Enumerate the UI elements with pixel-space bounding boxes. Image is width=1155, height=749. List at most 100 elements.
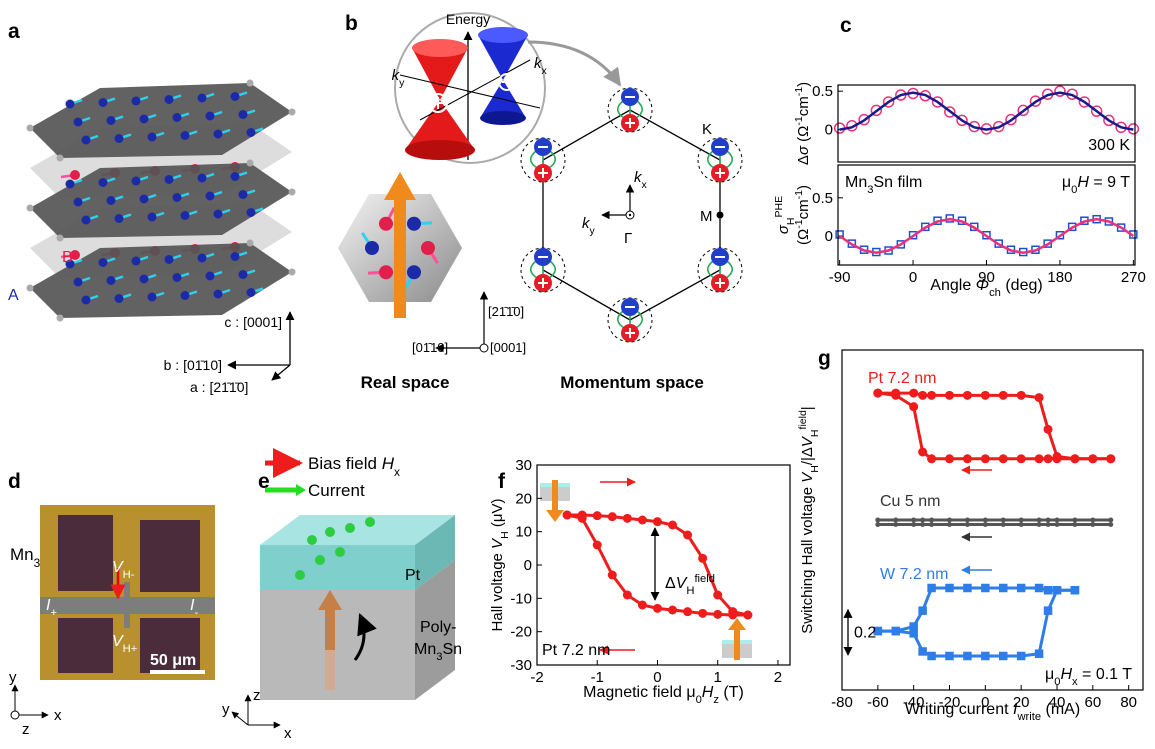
marker	[982, 585, 989, 592]
x-tick-label: -90	[829, 269, 851, 286]
annotation: μ0H = 9 T	[1062, 174, 1130, 196]
atom	[107, 276, 116, 285]
atom	[115, 294, 124, 303]
atom	[57, 315, 64, 322]
marker	[1070, 454, 1079, 463]
atom	[99, 178, 108, 187]
marker	[983, 522, 988, 527]
y-tick-label: -30	[510, 657, 532, 674]
text-run: μ	[1045, 666, 1054, 683]
marker	[593, 511, 602, 520]
caption: Momentum space	[560, 373, 704, 392]
annotation: ΔVHfield	[665, 573, 715, 597]
panel-label: d	[8, 470, 21, 493]
marker	[1106, 454, 1115, 463]
text-run: H	[809, 465, 821, 473]
text-run: H-	[123, 569, 135, 581]
atom	[289, 109, 296, 116]
atom	[181, 211, 190, 220]
atom	[115, 214, 124, 223]
marker	[638, 516, 647, 525]
text-run: field	[797, 410, 809, 429]
x-tick-label: -60	[867, 694, 889, 711]
marker	[683, 607, 692, 616]
text-run: Writing current	[905, 701, 1013, 718]
atom	[173, 273, 182, 282]
atom	[206, 272, 215, 281]
marker	[873, 389, 882, 398]
atom	[132, 177, 141, 186]
text-run: +	[50, 607, 57, 619]
marker	[623, 514, 632, 523]
atom	[66, 180, 75, 189]
y-tick-label: 0	[825, 122, 833, 139]
text-run: (mA)	[1041, 701, 1080, 718]
text-run: = 9 T	[1089, 174, 1130, 191]
marker	[698, 554, 707, 563]
layer-label: Pt	[405, 567, 421, 584]
x-tick-label: 60	[1084, 694, 1101, 711]
x-tick-label: 2	[774, 669, 782, 686]
figure: a b c d e f g B A c : [0001] b : [01̄10]…	[0, 0, 1155, 749]
marker	[1108, 518, 1113, 523]
atom	[214, 290, 223, 299]
plot-area	[563, 511, 753, 620]
gamma-point	[629, 214, 631, 216]
marker	[1072, 518, 1077, 523]
marker	[911, 522, 916, 527]
axis-label: z	[22, 721, 30, 738]
marker	[919, 648, 926, 655]
marker	[653, 517, 662, 526]
marker	[1088, 454, 1097, 463]
marker	[999, 454, 1008, 463]
marker	[1001, 518, 1006, 523]
y-tick-label: 0.5	[812, 190, 833, 207]
text-run: Sn film	[873, 174, 922, 191]
atom	[247, 128, 256, 137]
atom	[165, 255, 174, 264]
direction-label: [21̄1̄0]	[488, 304, 524, 319]
panel-label: b	[345, 12, 358, 35]
text-run: /|Δ	[799, 447, 816, 465]
atom	[107, 116, 116, 125]
marker	[999, 391, 1008, 400]
plot-area	[835, 86, 1139, 134]
text-run: PHE	[773, 196, 785, 218]
point-label: Γ	[624, 230, 632, 247]
atom	[231, 172, 240, 181]
marker	[1045, 587, 1052, 594]
x-axis-label: Angle Φch (deg)	[930, 277, 1042, 299]
atom	[140, 275, 149, 284]
marker	[1090, 518, 1095, 523]
energy-label: Energy	[446, 11, 490, 27]
y-axis-label: (Ω-1cm-1)	[793, 185, 812, 245]
text-run: -1	[793, 219, 805, 228]
marker	[623, 591, 632, 600]
axis-label: a : [21̄1̄0]	[190, 379, 248, 395]
marker	[963, 454, 972, 463]
marker	[1018, 653, 1025, 660]
plot-area	[836, 215, 1137, 256]
marker	[982, 653, 989, 660]
marker	[683, 531, 692, 540]
annotation: 300 K	[1088, 137, 1130, 154]
hall-bar	[124, 582, 130, 628]
atom	[140, 195, 149, 204]
marker	[963, 391, 972, 400]
marker	[893, 522, 898, 527]
point-label: M	[700, 208, 713, 225]
marker	[713, 610, 722, 619]
atom	[198, 254, 207, 263]
text-run: Bias field	[308, 454, 382, 473]
marker	[1046, 518, 1051, 523]
marker	[947, 522, 952, 527]
atom	[74, 118, 83, 127]
axis-label: c : [0001]	[224, 314, 282, 330]
atom	[57, 155, 64, 162]
point-label: K	[702, 121, 712, 138]
atom	[27, 125, 34, 132]
atom	[206, 112, 215, 121]
panel-label: g	[818, 347, 831, 370]
marker	[1055, 86, 1065, 96]
y-tick-label: 0.5	[812, 83, 833, 100]
